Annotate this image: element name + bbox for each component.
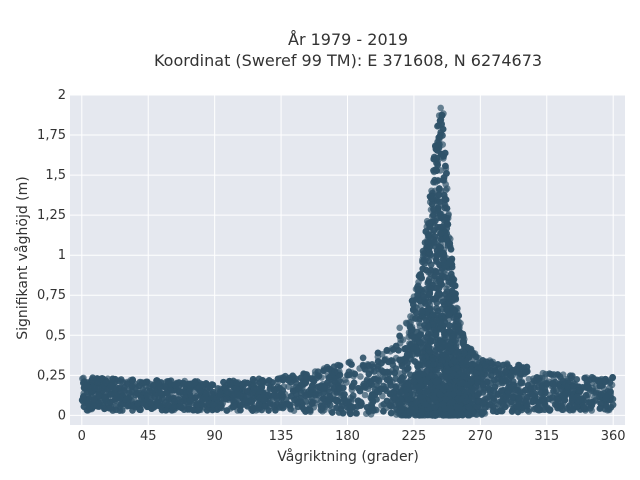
scatter-point — [349, 392, 357, 399]
scatter-point — [427, 261, 435, 269]
scatter-point — [353, 409, 360, 417]
scatter-point — [359, 354, 367, 362]
scatter-point — [361, 391, 369, 399]
scatter-point — [396, 324, 404, 332]
scatter-point — [437, 104, 445, 112]
scatter-point — [402, 319, 410, 327]
scatter-point — [382, 386, 389, 393]
scatter-point — [409, 351, 416, 359]
scatter-point — [357, 373, 364, 380]
scatter-point — [573, 376, 581, 383]
chart-subtitle: Koordinat (Sweref 99 TM): E 371608, N 62… — [154, 51, 542, 70]
scatter-points — [78, 104, 617, 419]
scatter-point — [539, 369, 547, 377]
scatter-point — [407, 371, 414, 379]
chart-title: År 1979 - 2019 — [288, 30, 408, 49]
